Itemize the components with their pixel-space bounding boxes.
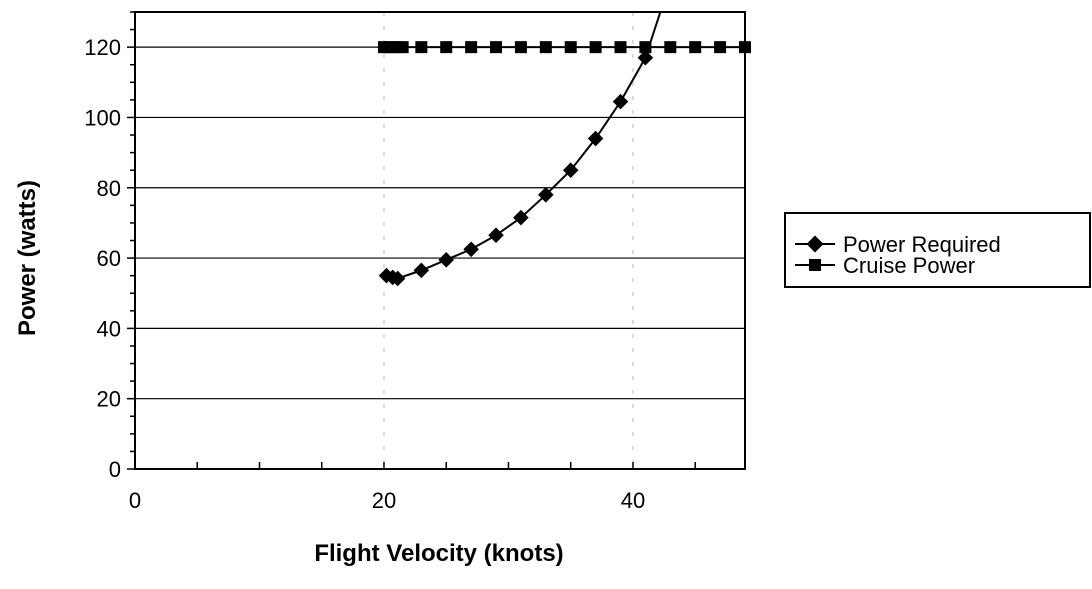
y-tick-label-40: 40 xyxy=(97,316,121,341)
y-axis-ticks xyxy=(127,11,135,470)
point-1-9 xyxy=(539,41,552,54)
gridlines xyxy=(135,46,745,400)
y-tick-label-0: 0 xyxy=(109,457,121,482)
x-axis-ticks xyxy=(134,462,696,469)
point-1-5 xyxy=(440,41,453,54)
series-layer xyxy=(377,11,751,287)
point-1-10 xyxy=(564,41,577,54)
y-tick-label-120: 120 xyxy=(84,35,121,60)
y-tick-label-100: 100 xyxy=(84,105,121,130)
vertical-gridlines xyxy=(383,12,634,469)
y-axis-title: Power (watts) xyxy=(14,180,41,336)
x-tick-label-20: 20 xyxy=(372,488,396,513)
point-1-3 xyxy=(396,41,409,54)
y-tick-label-80: 80 xyxy=(97,176,121,201)
series-cruise-power xyxy=(377,41,751,54)
point-1-13 xyxy=(639,41,652,54)
x-tick-labels: 0 20 40 xyxy=(129,488,645,513)
y-tick-label-60: 60 xyxy=(97,246,121,271)
point-1-8 xyxy=(514,41,527,54)
point-1-6 xyxy=(465,41,478,54)
point-1-12 xyxy=(614,41,627,54)
point-0-10 xyxy=(587,130,604,147)
point-0-3 xyxy=(413,262,430,279)
point-1-7 xyxy=(490,41,503,54)
point-0-9 xyxy=(562,162,579,178)
point-0-11 xyxy=(612,93,629,110)
point-0-6 xyxy=(488,227,504,244)
legend-marker-cruise-power xyxy=(809,259,821,271)
y-tick-label-20: 20 xyxy=(97,387,121,412)
point-0-4 xyxy=(438,252,455,268)
x-tick-label-40: 40 xyxy=(621,488,645,513)
point-1-14 xyxy=(664,41,677,54)
point-0-7 xyxy=(513,209,529,226)
point-1-16 xyxy=(714,41,727,54)
legend: Power Required Cruise Power xyxy=(784,212,1091,288)
plot-area-frame xyxy=(134,11,746,470)
legend-marker-power-required xyxy=(806,235,824,253)
legend-box xyxy=(784,212,1091,288)
x-axis-title: Flight Velocity (knots) xyxy=(314,540,563,567)
legend-label-power-required: Power Required xyxy=(843,232,1001,257)
point-0-5 xyxy=(463,241,479,258)
point-1-11 xyxy=(589,41,602,54)
y-tick-labels: 0 20 40 60 80 100 120 xyxy=(84,35,121,482)
point-1-4 xyxy=(415,41,428,54)
legend-label-cruise-power: Cruise Power xyxy=(843,253,975,278)
point-1-17 xyxy=(739,41,751,54)
point-0-8 xyxy=(538,187,554,203)
point-1-15 xyxy=(689,41,702,54)
x-tick-label-0: 0 xyxy=(129,488,141,513)
